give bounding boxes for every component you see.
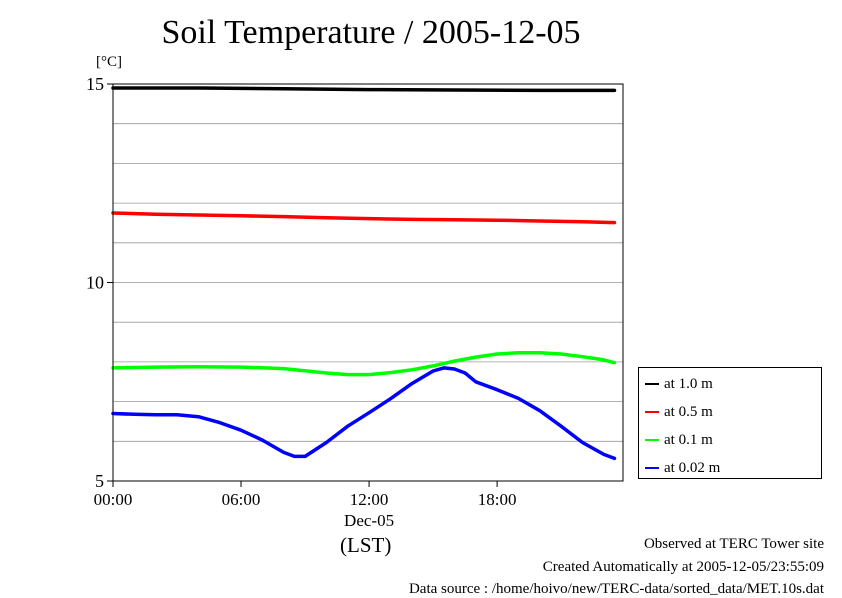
legend-item: at 1.0 m: [645, 374, 713, 394]
y-tick-label: 5: [95, 471, 104, 491]
legend-item: at 0.02 m: [645, 458, 720, 478]
footer-data-source: Data source : /home/hoivo/new/TERC-data/…: [408, 581, 824, 597]
legend: at 1.0 m at 0.5 m at 0.1 m at 0.02 m: [638, 367, 822, 479]
series-lines: [111, 86, 617, 461]
grid-lines: [113, 123, 623, 442]
series-line: [111, 211, 617, 225]
series-line: [111, 366, 617, 461]
footer-created-note: Created Automatically at 2005-12-05/23:5…: [542, 559, 824, 575]
x-tick-label: 00:00: [94, 490, 133, 509]
legend-item: at 0.5 m: [645, 402, 713, 422]
legend-swatch: [645, 467, 659, 469]
footer-site-note: Observed at TERC Tower site: [643, 536, 824, 552]
x-tick-label: 06:00: [222, 490, 261, 509]
legend-label: at 0.5 m: [664, 403, 713, 420]
legend-swatch: [645, 439, 659, 441]
chart-title: Soil Temperature / 2005-12-05: [161, 14, 581, 51]
x-tick-label: 18:00: [478, 490, 517, 509]
y-tick-label: 15: [86, 74, 104, 94]
legend-swatch: [645, 411, 659, 413]
legend-item: at 0.1 m: [645, 430, 713, 450]
series-line: [111, 351, 617, 377]
legend-label: at 1.0 m: [664, 375, 713, 392]
x-tick-sublabel: Dec-05: [344, 511, 394, 530]
x-axis-label: (LST): [340, 533, 392, 557]
y-axis-unit-label: [°C]: [96, 54, 122, 70]
axis-ticks: 5 10 15 00:00 06:00 12:00 Dec-05 18:00: [86, 74, 516, 530]
series-line: [111, 86, 617, 93]
legend-label: at 0.1 m: [664, 431, 713, 448]
y-tick-label: 10: [86, 273, 104, 293]
x-tick-label: 12:00: [350, 490, 389, 509]
legend-label: at 0.02 m: [664, 459, 721, 476]
legend-swatch: [645, 383, 659, 385]
